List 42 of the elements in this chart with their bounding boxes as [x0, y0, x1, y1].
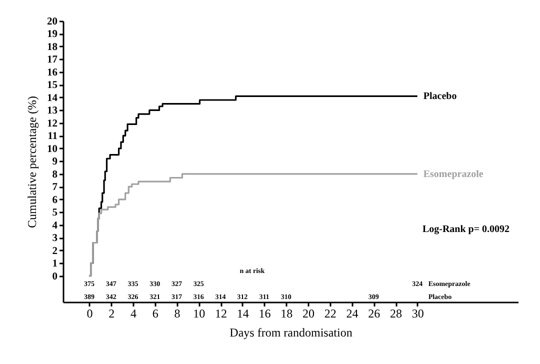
series-label: Esomeprazole	[423, 168, 484, 180]
x-tick-label: 26	[368, 306, 380, 320]
x-tick-label: 10	[193, 306, 206, 320]
y-tick-label: 8	[52, 169, 58, 180]
y-tick-label: 7	[52, 182, 58, 194]
x-axis-title: Days from randomisation	[230, 326, 352, 340]
y-tick-label: 0	[52, 271, 58, 282]
series-label: Placebo	[423, 91, 457, 102]
x-tick-label: 12	[215, 306, 227, 320]
y-tick-label: 20	[47, 16, 58, 28]
annotation: Log-Rank p= 0.0092	[422, 224, 510, 235]
y-tick-label: 10	[47, 144, 58, 155]
y-tick-label: 11	[48, 131, 58, 142]
x-tick-label: 20	[302, 306, 314, 320]
y-tick-label: 13	[47, 106, 58, 117]
x-tick-label: 14	[236, 306, 249, 320]
y-tick-label: 4	[52, 220, 58, 232]
x-tick-label: 6	[152, 306, 158, 320]
y-tick-label: 5	[52, 208, 58, 219]
y-tick-label: 15	[47, 80, 58, 92]
x-tick-label: 24	[346, 306, 358, 320]
y-axis-title: Cumulative percentage (%)	[25, 96, 39, 228]
y-tick-label: 12	[47, 118, 58, 130]
x-tick-label: 0	[86, 306, 93, 320]
x-tick-label: 28	[390, 306, 402, 320]
x-tick-label: 18	[280, 306, 293, 320]
y-tick-label: 16	[47, 67, 58, 78]
y-tick-label: 14	[47, 92, 58, 104]
y-tick-label: 18	[47, 42, 58, 53]
y-tick-label: 3	[52, 233, 58, 244]
y-tick-label: 9	[52, 156, 58, 168]
y-tick-label: 19	[47, 29, 58, 40]
x-tick-label: 8	[174, 306, 180, 320]
x-tick-label: 4	[130, 306, 136, 320]
x-tick-label: 30	[412, 306, 424, 320]
y-tick-label: 1	[52, 258, 58, 270]
x-tick-label: 2	[108, 306, 115, 320]
y-tick-label: 2	[52, 246, 58, 257]
x-tick-label: 22	[324, 306, 336, 320]
x-tick-label: 16	[258, 306, 271, 320]
y-tick-label: 6	[52, 194, 58, 206]
y-tick-label: 17	[47, 54, 58, 66]
